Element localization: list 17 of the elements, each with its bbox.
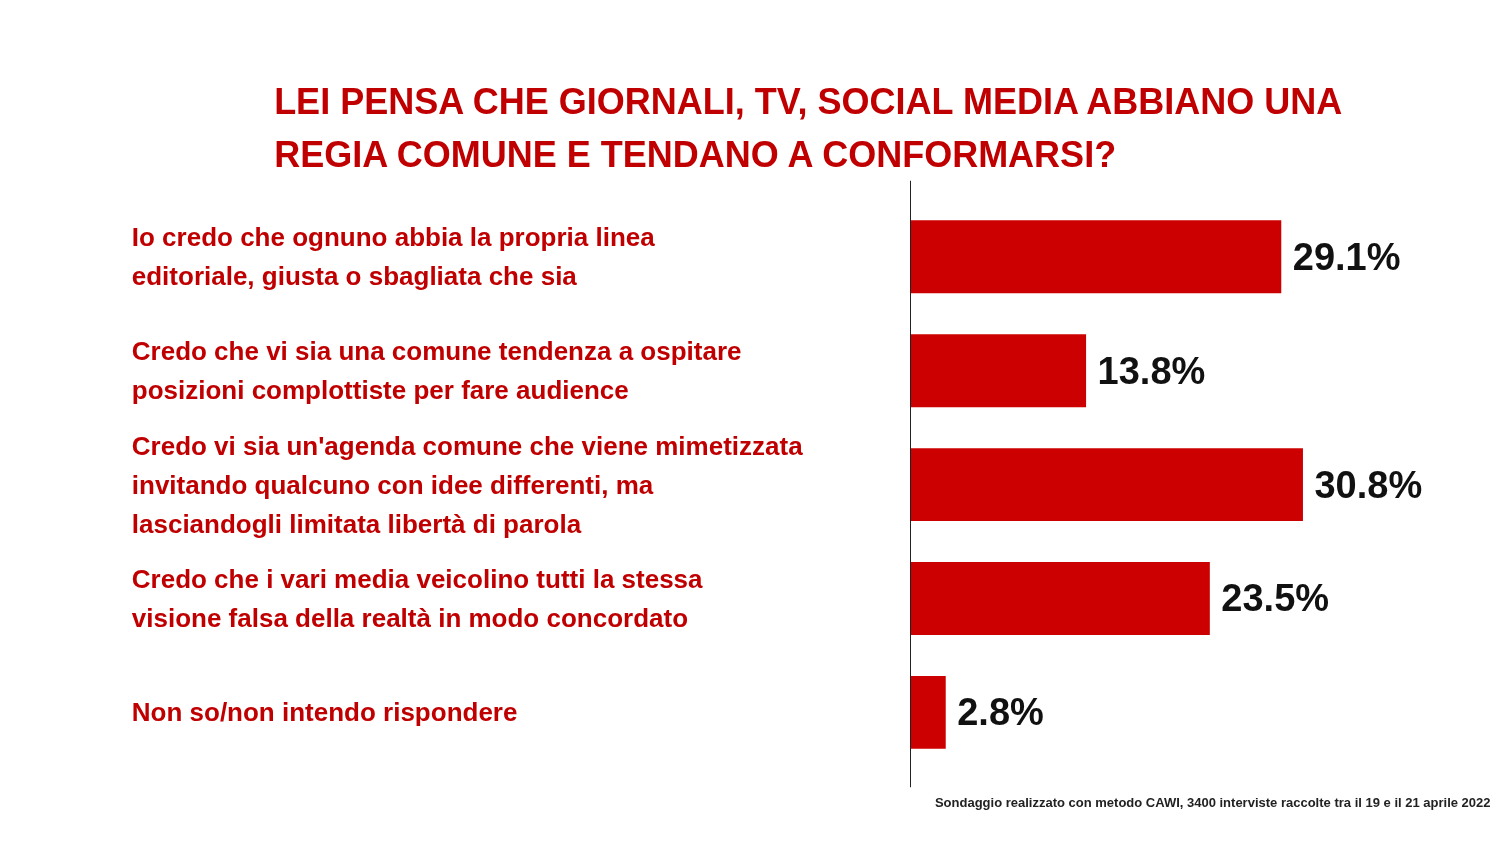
y-tick-label: Io credo che ognuno abbia la propria linea editoriale, giusta o sbagliata che sia bbox=[131, 222, 656, 292]
y-tick-label: Non so/non intendo rispondere bbox=[131, 697, 518, 728]
bar bbox=[910, 675, 946, 749]
data-label: 29.1% bbox=[1292, 235, 1401, 278]
data-label: 2.8% bbox=[957, 691, 1044, 734]
bar bbox=[910, 334, 1087, 408]
chart-title: LEI PENSA CHE GIORNALI, TV, SOCIAL MEDIA ABBIANO UNA REGIA COMUNE E TENDANO A CONFORMARSI? bbox=[274, 81, 1343, 176]
text: Sondaggio realizzato con metodo CAWI, 3400 interviste raccolte tra il 19 e il 21 aprile 2022 bbox=[934, 794, 1491, 810]
bar bbox=[910, 562, 1210, 635]
y-tick-label: Credo vi sia un'agenda comune che viene mimetizzata invitando qualcuno con idee differenti, ma lasciandogli limitata libertà di parola bbox=[131, 430, 804, 539]
bar bbox=[910, 220, 1282, 294]
data-label: 30.8% bbox=[1314, 463, 1423, 506]
y-tick-label: Credo che vi sia una comune tendenza a ospitare posizioni complottiste per fare audience bbox=[131, 336, 742, 406]
bar bbox=[910, 448, 1303, 522]
data-label: 23.5% bbox=[1221, 577, 1330, 620]
data-label: 13.8% bbox=[1097, 349, 1206, 392]
y-tick-label: Credo che i vari media veicolino tutti la stessa visione falsa della realtà in modo concordato bbox=[131, 563, 704, 633]
